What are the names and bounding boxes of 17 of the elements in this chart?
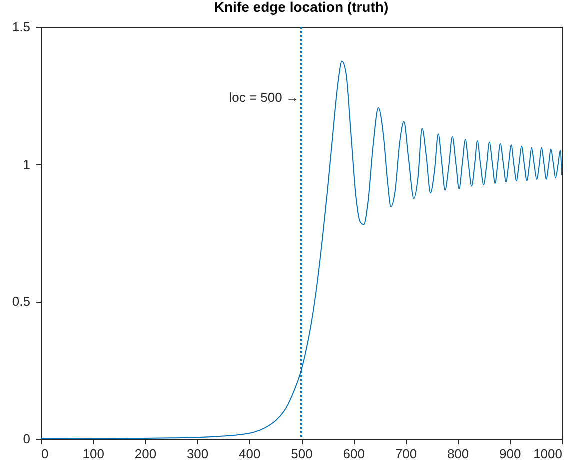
x-tick-label: 0 [42,446,49,462]
x-tick-label: 300 [186,446,209,462]
x-tick-label: 1000 [534,446,562,462]
x-tick-label: 200 [134,446,157,462]
x-tick-label: 900 [500,446,522,462]
x-tick-label: 500 [291,446,313,462]
x-tick-label: 800 [447,446,470,462]
y-tick-label: 1.5 [12,20,30,34]
y-tick-label: 0.5 [12,294,30,310]
y-tick-label: 1 [23,156,30,172]
x-tick-label: 600 [343,446,365,462]
y-tick-label: 0 [23,432,30,446]
x-tick-label: 100 [82,446,104,462]
chart-title: Knife edge location (truth) [214,0,389,15]
x-tick-label: 700 [395,446,418,462]
annotation: loc = 500 → [229,90,299,105]
x-tick-label: 400 [239,446,261,462]
